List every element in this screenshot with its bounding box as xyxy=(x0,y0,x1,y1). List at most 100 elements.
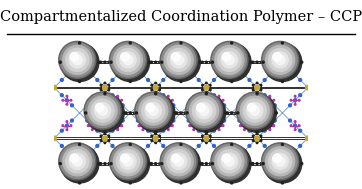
Circle shape xyxy=(206,142,207,144)
Circle shape xyxy=(86,104,89,107)
Circle shape xyxy=(223,104,226,107)
Circle shape xyxy=(210,135,211,137)
Circle shape xyxy=(260,61,262,63)
Circle shape xyxy=(96,129,99,132)
Circle shape xyxy=(268,149,271,152)
Circle shape xyxy=(148,163,151,165)
Circle shape xyxy=(244,129,245,130)
Circle shape xyxy=(95,103,104,112)
Circle shape xyxy=(111,129,114,132)
Circle shape xyxy=(189,99,190,101)
Circle shape xyxy=(290,99,292,101)
Circle shape xyxy=(222,154,231,163)
Circle shape xyxy=(250,106,260,115)
Circle shape xyxy=(256,163,258,165)
Circle shape xyxy=(224,156,234,166)
Circle shape xyxy=(224,112,227,114)
Circle shape xyxy=(256,142,258,144)
Circle shape xyxy=(172,104,175,107)
Circle shape xyxy=(111,144,150,183)
Circle shape xyxy=(235,112,237,114)
Circle shape xyxy=(193,121,194,122)
Circle shape xyxy=(180,81,182,83)
Circle shape xyxy=(299,144,302,147)
Circle shape xyxy=(123,156,133,166)
Circle shape xyxy=(168,129,169,130)
Circle shape xyxy=(222,53,231,61)
Circle shape xyxy=(197,129,200,132)
Circle shape xyxy=(66,48,89,71)
Circle shape xyxy=(111,79,114,81)
Circle shape xyxy=(161,61,163,63)
Circle shape xyxy=(167,149,170,152)
Circle shape xyxy=(260,89,262,91)
Circle shape xyxy=(142,95,144,97)
Circle shape xyxy=(153,136,158,141)
Circle shape xyxy=(92,95,93,97)
Circle shape xyxy=(187,68,190,71)
Circle shape xyxy=(289,104,291,107)
Circle shape xyxy=(121,99,122,101)
Circle shape xyxy=(109,143,147,180)
Circle shape xyxy=(167,150,190,173)
Circle shape xyxy=(248,144,251,147)
Circle shape xyxy=(136,119,139,122)
Circle shape xyxy=(164,125,165,126)
Circle shape xyxy=(273,99,275,101)
Circle shape xyxy=(273,104,276,107)
Circle shape xyxy=(117,48,139,71)
Circle shape xyxy=(104,61,106,63)
Circle shape xyxy=(136,155,139,157)
Circle shape xyxy=(139,96,168,125)
Circle shape xyxy=(62,99,64,101)
Circle shape xyxy=(79,81,81,83)
Circle shape xyxy=(215,45,244,74)
Circle shape xyxy=(160,41,197,78)
Circle shape xyxy=(104,142,106,144)
Circle shape xyxy=(289,68,291,71)
Circle shape xyxy=(91,149,94,152)
Circle shape xyxy=(212,43,247,77)
Circle shape xyxy=(129,182,131,184)
Circle shape xyxy=(160,143,197,180)
Circle shape xyxy=(238,68,241,71)
Circle shape xyxy=(100,61,102,63)
Circle shape xyxy=(252,163,254,165)
Circle shape xyxy=(136,104,139,107)
Circle shape xyxy=(240,99,241,101)
Circle shape xyxy=(269,104,270,105)
Circle shape xyxy=(204,85,209,90)
Circle shape xyxy=(269,48,292,71)
Circle shape xyxy=(155,91,156,93)
Circle shape xyxy=(116,99,119,102)
Circle shape xyxy=(108,84,110,86)
Circle shape xyxy=(121,154,129,163)
Circle shape xyxy=(243,74,246,76)
Circle shape xyxy=(263,43,302,81)
Circle shape xyxy=(294,104,296,105)
Circle shape xyxy=(275,156,285,166)
Circle shape xyxy=(113,99,114,101)
Circle shape xyxy=(91,99,114,122)
Circle shape xyxy=(206,133,207,135)
Circle shape xyxy=(294,121,296,122)
Circle shape xyxy=(218,99,220,102)
Circle shape xyxy=(263,79,266,81)
Circle shape xyxy=(237,112,239,114)
Circle shape xyxy=(298,99,300,101)
Circle shape xyxy=(247,102,263,119)
Circle shape xyxy=(197,79,200,81)
Circle shape xyxy=(155,142,156,144)
Circle shape xyxy=(180,143,182,145)
Circle shape xyxy=(218,149,220,152)
Circle shape xyxy=(260,84,262,86)
Circle shape xyxy=(121,104,124,107)
Circle shape xyxy=(96,79,99,81)
Circle shape xyxy=(142,149,144,152)
Circle shape xyxy=(224,55,234,65)
Circle shape xyxy=(52,136,56,141)
Circle shape xyxy=(238,104,241,107)
Circle shape xyxy=(218,74,220,76)
Circle shape xyxy=(62,125,64,126)
Circle shape xyxy=(218,48,241,71)
